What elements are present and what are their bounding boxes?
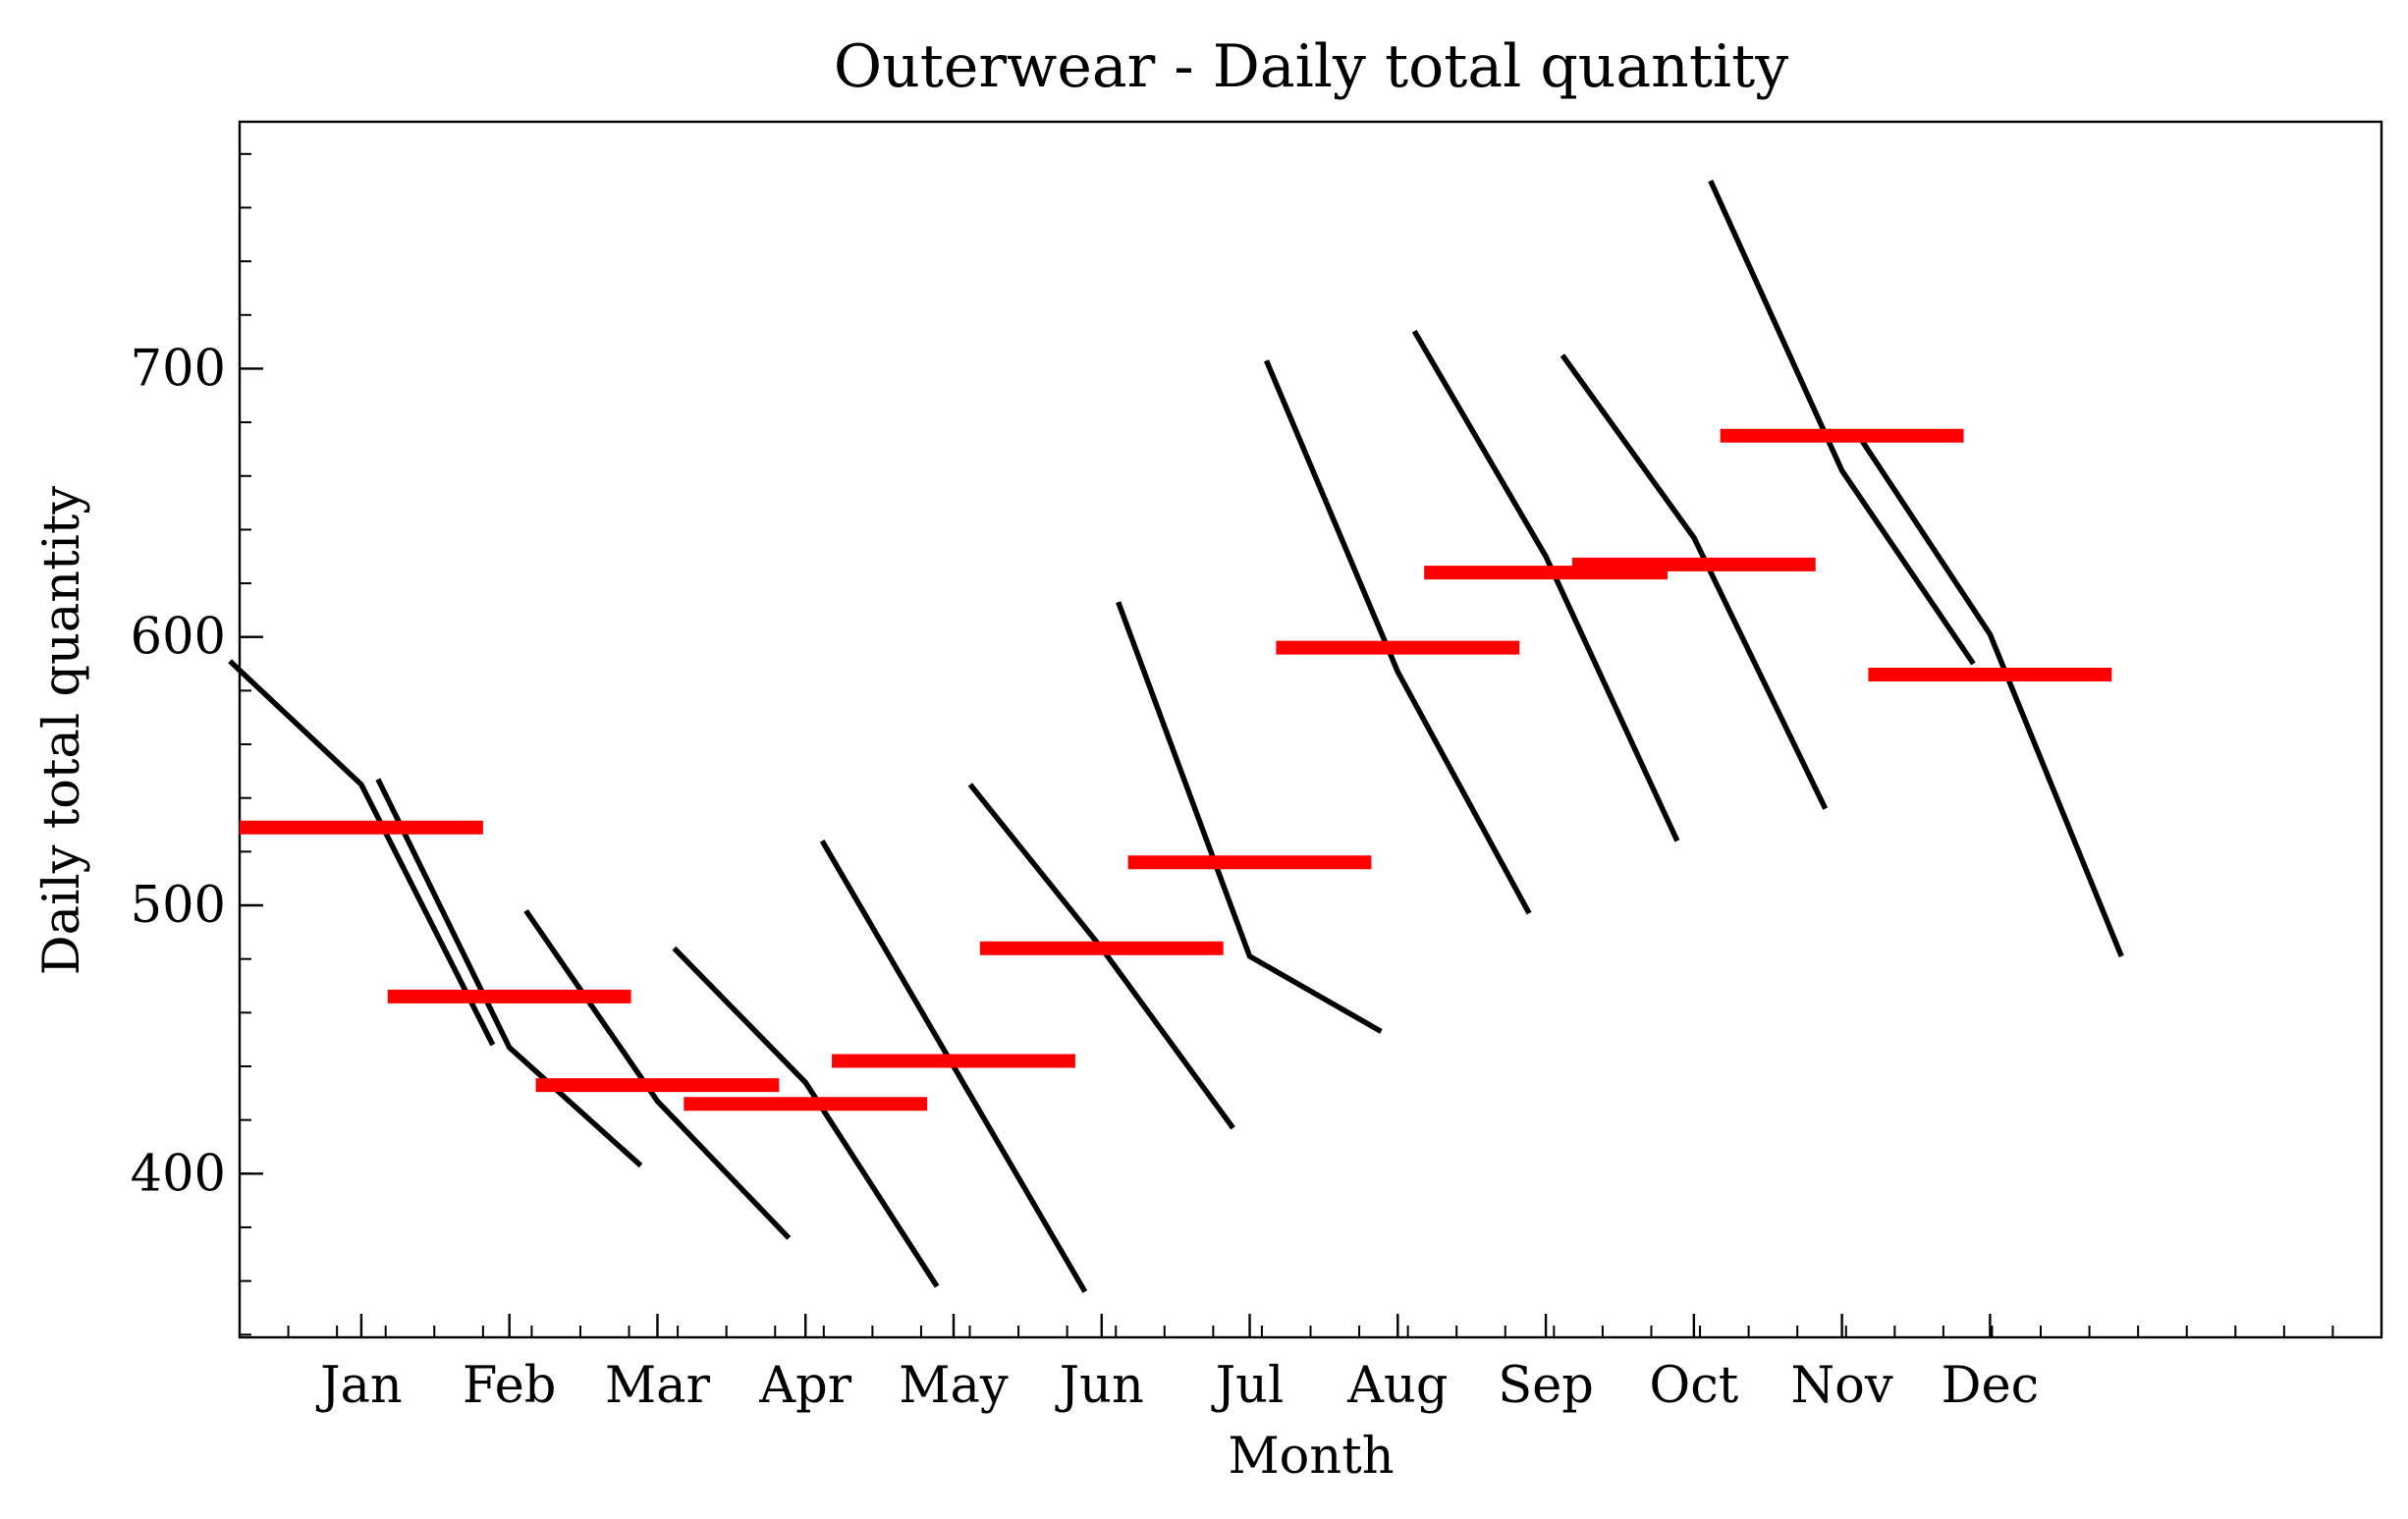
chart-title: Outerwear - Daily total quantity	[834, 32, 1788, 101]
y-axis-label: Daily total quantity	[33, 486, 91, 976]
x-tick-label: Aug	[1346, 1357, 1448, 1415]
subseries-line-oct	[1560, 353, 1829, 810]
x-tick-label: Mar	[605, 1357, 711, 1415]
subseries-line-sep	[1411, 329, 1680, 842]
x-tick-label: Oct	[1649, 1357, 1738, 1415]
x-tick-label: Jan	[315, 1357, 403, 1415]
x-tick-label: Jul	[1211, 1357, 1285, 1415]
x-tick-label: Jun	[1055, 1357, 1144, 1415]
subseries-line-nov	[1708, 179, 1976, 666]
plot-area: Jan Feb Mar Apr May Jun Jul Aug Sep Oct Nov Dec 400 5…	[131, 120, 2383, 1415]
y-tick-label: 500	[131, 877, 226, 935]
subseries-line-jul	[1116, 601, 1383, 1034]
subseries-line-dec	[1856, 434, 2124, 957]
plot-frame	[238, 120, 2383, 1339]
x-tick-label: Sep	[1498, 1357, 1594, 1415]
x-tick-label: Feb	[463, 1357, 556, 1415]
x-tick-label: Apr	[758, 1357, 851, 1415]
x-tick-label: Dec	[1942, 1357, 2040, 1415]
subseries-line-mar	[523, 908, 792, 1240]
x-tick-label: May	[899, 1357, 1009, 1415]
subseries-line-feb	[375, 778, 643, 1168]
y-tick-label: 600	[131, 609, 226, 667]
subseries-line-aug	[1263, 359, 1532, 915]
subseries-line-jun	[967, 783, 1235, 1130]
x-tick-label: Nov	[1791, 1357, 1893, 1415]
y-tick-label: 400	[131, 1145, 226, 1203]
y-tick-label: 700	[131, 340, 226, 398]
subseries-line-jan	[228, 659, 496, 1047]
subseries-line-apr	[672, 946, 940, 1288]
x-axis-label: Month	[1228, 1428, 1394, 1486]
